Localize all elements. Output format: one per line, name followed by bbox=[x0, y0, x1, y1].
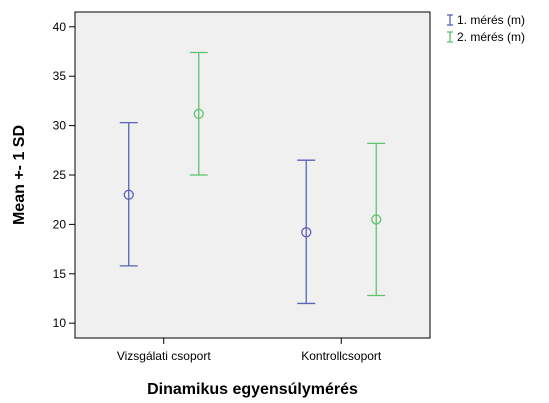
mean-marker bbox=[193, 108, 204, 119]
legend-label: 2. mérés (m) bbox=[457, 30, 525, 44]
x-tick-label: Vizsgálati csoport bbox=[117, 349, 211, 363]
y-tick-label: 40 bbox=[53, 20, 67, 34]
y-tick-label: 10 bbox=[53, 316, 67, 330]
series-layer bbox=[119, 51, 386, 305]
y-tick-label: 35 bbox=[53, 69, 67, 83]
y-axis: 10 15 20 25 30 35 40 bbox=[53, 20, 75, 330]
y-axis-title: Mean +- 1 SD bbox=[11, 125, 28, 225]
legend-label: 1. mérés (m) bbox=[457, 13, 525, 27]
y-tick-label: 20 bbox=[53, 217, 67, 231]
y-tick-label: 15 bbox=[53, 267, 67, 281]
plot-area bbox=[74, 11, 431, 339]
mean-marker bbox=[123, 189, 134, 200]
legend-item-2: 2. mérés (m) bbox=[447, 30, 525, 44]
legend-item-1: 1. mérés (m) bbox=[447, 13, 525, 27]
mean-marker bbox=[371, 214, 382, 225]
y-tick-label: 30 bbox=[53, 119, 67, 133]
x-axis-title: Dinamikus egyensúlymérés bbox=[147, 381, 358, 398]
mean-marker bbox=[301, 227, 312, 238]
y-tick-label: 25 bbox=[53, 168, 67, 182]
x-axis: Vizsgálati csoport Kontrollcsoport bbox=[117, 338, 382, 363]
legend: 1. mérés (m) 2. mérés (m) bbox=[447, 13, 525, 44]
x-tick-label: Kontrollcsoport bbox=[301, 349, 382, 363]
series-2 bbox=[189, 51, 386, 297]
series-1 bbox=[119, 121, 316, 305]
